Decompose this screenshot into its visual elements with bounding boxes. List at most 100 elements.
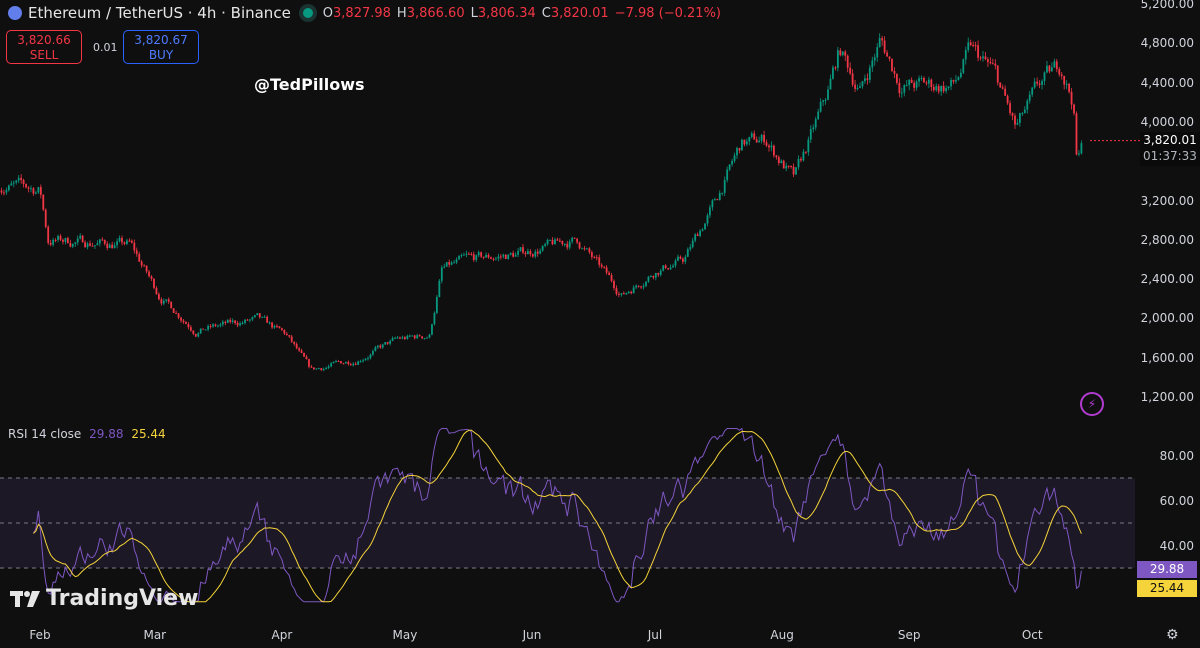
candle-body xyxy=(770,145,773,148)
candle-body xyxy=(315,368,318,370)
candle-body xyxy=(667,268,670,270)
candle-body xyxy=(935,86,938,91)
candle-body xyxy=(251,317,254,320)
candle-body xyxy=(10,183,13,186)
candle-body xyxy=(600,264,603,267)
change-value: −7.98 (−0.21%) xyxy=(614,5,722,21)
candle-body xyxy=(942,85,945,92)
candle-body xyxy=(743,139,746,145)
candle-body xyxy=(221,321,224,325)
candle-body xyxy=(999,82,1002,88)
candle-body xyxy=(305,356,308,360)
candle-body xyxy=(394,337,396,339)
candle-body xyxy=(972,45,975,47)
candle-body xyxy=(832,67,834,79)
candle-body xyxy=(736,148,738,156)
candle-body xyxy=(1021,113,1024,115)
tradingview-logo-icon xyxy=(10,590,40,607)
candle-body xyxy=(576,238,578,243)
candle-body xyxy=(288,335,291,337)
time-tick: Apr xyxy=(271,628,293,642)
candle-body xyxy=(620,293,623,295)
candle-body xyxy=(12,182,15,184)
symbol-header: Ethereum / TetherUS · 4h · Binance O3,82… xyxy=(8,4,721,22)
candle-body xyxy=(748,136,751,142)
rsi-legend[interactable]: RSI 14 close 29.88 25.44 xyxy=(8,427,166,441)
candle-body xyxy=(1009,103,1011,114)
sell-label: SELL xyxy=(29,48,59,62)
sell-price: 3,820.66 xyxy=(17,33,71,47)
candle-body xyxy=(52,239,55,245)
candle-body xyxy=(637,285,640,287)
candle-body xyxy=(608,272,610,276)
tradingview-logo[interactable]: TradingView xyxy=(10,586,198,611)
candle-body xyxy=(706,215,709,224)
candle-body xyxy=(881,38,884,41)
candle-body xyxy=(994,63,997,66)
candle-body xyxy=(91,245,94,247)
sell-button[interactable]: 3,820.66 SELL xyxy=(6,30,82,64)
candle-body xyxy=(716,199,719,201)
candle-body xyxy=(1036,81,1039,84)
candle-body xyxy=(549,239,551,241)
candle-body xyxy=(686,249,689,257)
candle-body xyxy=(143,265,146,267)
candle-body xyxy=(964,50,967,60)
candle-body xyxy=(497,256,500,259)
candle-body xyxy=(340,361,342,364)
buy-button[interactable]: 3,820.67 BUY xyxy=(123,30,199,64)
candle-body xyxy=(121,237,123,243)
symbol-title[interactable]: Ethereum / TetherUS · 4h · Binance xyxy=(28,4,291,22)
candle-body xyxy=(915,81,918,88)
candle-body xyxy=(194,333,197,337)
candle-body xyxy=(849,67,852,74)
candle-body xyxy=(268,322,271,324)
candle-body xyxy=(625,292,628,295)
candle-body xyxy=(357,361,360,365)
lightning-icon[interactable]: ⚡ xyxy=(1080,392,1104,416)
candle-body xyxy=(349,364,352,366)
candle-body xyxy=(635,285,638,288)
candle-body xyxy=(133,242,136,251)
candle-body xyxy=(35,192,37,194)
candle-body xyxy=(17,177,20,181)
candle-body xyxy=(974,45,977,47)
candle-body xyxy=(372,350,374,355)
candle-body xyxy=(89,243,91,246)
candle-body xyxy=(731,160,733,165)
candle-body xyxy=(987,59,989,63)
candle-body xyxy=(1026,100,1029,110)
candle-body xyxy=(204,329,207,331)
candle-body xyxy=(782,160,785,169)
candle-body xyxy=(384,342,387,345)
candle-body xyxy=(507,254,510,259)
candle-body xyxy=(308,359,310,367)
candle-body xyxy=(918,78,920,82)
candle-body xyxy=(760,134,763,141)
candle-body xyxy=(945,88,947,92)
candle-body xyxy=(298,348,301,351)
candle-body xyxy=(229,319,232,322)
candle-body xyxy=(76,238,79,243)
candle-body xyxy=(647,276,650,282)
candle-body xyxy=(37,187,40,193)
candle-body xyxy=(873,57,876,61)
candle-body xyxy=(465,253,468,255)
candle-body xyxy=(214,324,217,326)
candle-body xyxy=(1073,104,1075,114)
candle-body xyxy=(804,151,807,153)
settings-icon[interactable]: ⚙ xyxy=(1166,627,1179,643)
candle-body xyxy=(47,226,50,243)
candle-body xyxy=(153,278,155,288)
candle-body xyxy=(1053,61,1056,68)
candle-body xyxy=(404,337,406,339)
candle-body xyxy=(504,254,507,259)
candle-body xyxy=(266,316,269,323)
candle-body xyxy=(192,330,195,334)
last-price: 3,820.01 xyxy=(1143,133,1197,147)
candle-body xyxy=(374,347,377,351)
candle-body xyxy=(285,333,288,336)
candle-body xyxy=(467,253,470,255)
candle-body xyxy=(822,100,824,102)
